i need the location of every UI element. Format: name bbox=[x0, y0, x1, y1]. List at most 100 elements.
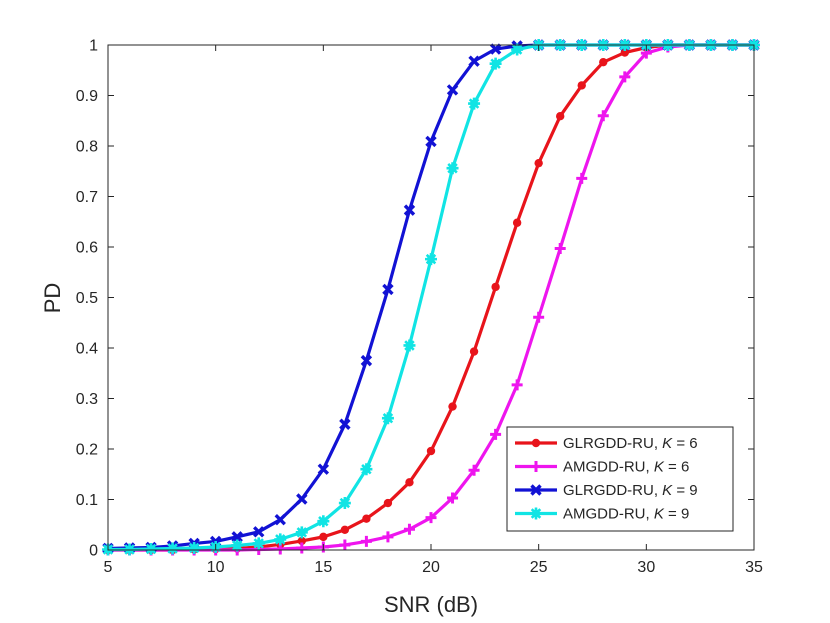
legend-entry-1: GLRGDD-RU, K = 6 bbox=[515, 435, 698, 452]
series-2-point-17 bbox=[447, 492, 459, 504]
series-4-point-16-rays bbox=[425, 253, 437, 266]
series-1-point-20 bbox=[512, 218, 522, 227]
series-4-point-20-rays bbox=[511, 43, 524, 56]
series-4-point-5-rays bbox=[188, 541, 201, 554]
legend-label-4: AMGDD-RU, K = 9 bbox=[563, 506, 689, 523]
y-tick-label-8: 0.7 bbox=[76, 189, 98, 206]
legend-label-value-4: = 9 bbox=[664, 506, 689, 523]
y-tick-label-5: 0.4 bbox=[76, 341, 98, 358]
series-3-point-8 bbox=[253, 526, 265, 538]
legend-swatch-marker-2 bbox=[530, 461, 542, 472]
y-tick-label-9: 0.8 bbox=[76, 139, 98, 156]
legend-swatch-marker-4-rays bbox=[530, 507, 542, 520]
series-4-point-12-rays bbox=[338, 497, 351, 510]
series-1-point-18 bbox=[469, 347, 479, 356]
series-3-point-18 bbox=[468, 55, 480, 67]
series-3-point-17 bbox=[446, 84, 459, 96]
series-4-point-19-rays bbox=[489, 57, 502, 70]
series-1-point-12 bbox=[340, 525, 350, 534]
series-4-point-18-rays bbox=[468, 97, 481, 110]
x-axis-title: SNR (dB) bbox=[384, 592, 478, 617]
y-tick-label-10: 0.9 bbox=[76, 88, 98, 105]
x-tick-label-6: 30 bbox=[637, 559, 655, 576]
legend-label-value-1: = 6 bbox=[672, 435, 697, 452]
y-axis-title: PD bbox=[40, 283, 65, 314]
series-1-point-25 bbox=[620, 48, 629, 57]
series-1-point-15 bbox=[405, 478, 414, 487]
series-3-point-7 bbox=[231, 531, 243, 543]
series-2-point-24 bbox=[597, 110, 609, 122]
x-tick-label-1: 5 bbox=[104, 559, 113, 576]
series-2-point-14 bbox=[382, 531, 394, 543]
x-tick-label-3: 15 bbox=[314, 559, 332, 576]
series-2-point-12 bbox=[339, 539, 351, 551]
legend-entry-2: AMGDD-RU, K = 6 bbox=[515, 459, 689, 476]
series-2-point-16 bbox=[425, 512, 437, 524]
y-tick-label-6: 0.5 bbox=[76, 290, 98, 307]
legend-swatch-marker-1 bbox=[531, 438, 541, 448]
x-tick-label-5: 25 bbox=[530, 559, 548, 576]
series-3-point-19 bbox=[489, 43, 502, 55]
series-1-point-24 bbox=[599, 57, 608, 67]
series-4-point-11-rays bbox=[317, 515, 330, 528]
series-3-point-9 bbox=[274, 513, 286, 526]
series-2-point-20 bbox=[511, 379, 523, 391]
y-tick-label-1: 0 bbox=[89, 543, 98, 560]
series-1-point-11 bbox=[319, 532, 328, 542]
series-2-point-15 bbox=[403, 523, 415, 535]
series-4-point-14-rays bbox=[381, 412, 394, 425]
series-3-point-11 bbox=[317, 463, 330, 475]
legend-label-name-3: GLRGDD-RU, bbox=[563, 482, 662, 499]
series-3-point-12 bbox=[339, 418, 351, 430]
legend-label-2: AMGDD-RU, K = 6 bbox=[563, 459, 689, 476]
series-2-point-21 bbox=[533, 311, 545, 323]
series-3-point-10 bbox=[296, 493, 308, 505]
y-tick-label-11: 1 bbox=[89, 38, 98, 55]
legend-label-name-4: AMGDD-RU, bbox=[563, 506, 654, 523]
series-4-point-13-rays bbox=[360, 463, 373, 476]
series-4-point-15-rays bbox=[403, 339, 416, 352]
series-2-point-10 bbox=[296, 542, 308, 554]
series-1-point-22 bbox=[556, 112, 565, 121]
axes-layer: 5 10 15 20 25 30 35 0 0.1 0.2 0.3 0.4 0.5 0.6 0.7 0.8 0.… bbox=[76, 38, 763, 577]
series-1-point-19 bbox=[491, 282, 500, 292]
series-4-point-3-rays bbox=[145, 542, 158, 555]
legend-label-name-2: AMGDD-RU, bbox=[563, 459, 654, 476]
legend-label-name-1: GLRGDD-RU, bbox=[563, 435, 662, 452]
x-tick-label-4: 20 bbox=[422, 559, 440, 576]
series-2-point-23 bbox=[576, 172, 588, 184]
legend-label-3: GLRGDD-RU, K = 9 bbox=[563, 482, 698, 499]
legend-label-k-1: K bbox=[662, 435, 673, 452]
legend-label-k-3: K bbox=[662, 482, 673, 499]
series-1-point-23 bbox=[577, 81, 586, 90]
series-3-point-14 bbox=[382, 283, 394, 296]
series-2-point-13 bbox=[360, 535, 372, 547]
series-4-point-17-rays bbox=[446, 162, 459, 175]
series-4-point-10-rays bbox=[295, 526, 308, 539]
series-3-point-13 bbox=[360, 354, 373, 367]
series-4-point-2-rays bbox=[123, 543, 136, 556]
series-2-point-18 bbox=[468, 464, 480, 476]
series-1-point-13 bbox=[362, 514, 371, 523]
y-tick-label-7: 0.6 bbox=[76, 240, 98, 257]
series-1-point-21 bbox=[534, 158, 543, 168]
legend-label-1: GLRGDD-RU, K = 6 bbox=[563, 435, 698, 452]
y-tick-label-3: 0.2 bbox=[76, 442, 98, 459]
legend-label-k-2: K bbox=[654, 459, 665, 476]
series-1-point-16 bbox=[426, 446, 436, 456]
series-2-point-25 bbox=[619, 71, 631, 83]
y-tick-label-4: 0.3 bbox=[76, 391, 98, 408]
series-4-point-7-rays bbox=[231, 539, 244, 552]
series-1-point-10 bbox=[297, 536, 306, 546]
series-1-point-17 bbox=[448, 402, 457, 411]
series-1-point-14 bbox=[383, 498, 393, 508]
y-tick-label-2: 0.1 bbox=[76, 492, 98, 509]
legend-entry-4: AMGDD-RU, K = 9 bbox=[515, 506, 689, 523]
legend-entry-3: GLRGDD-RU, K = 9 bbox=[515, 482, 698, 499]
legend-label-value-2: = 6 bbox=[664, 459, 689, 476]
series-4-point-8-rays bbox=[252, 537, 265, 550]
series-3-point-16 bbox=[425, 135, 437, 148]
series-3-point-15 bbox=[403, 204, 416, 216]
